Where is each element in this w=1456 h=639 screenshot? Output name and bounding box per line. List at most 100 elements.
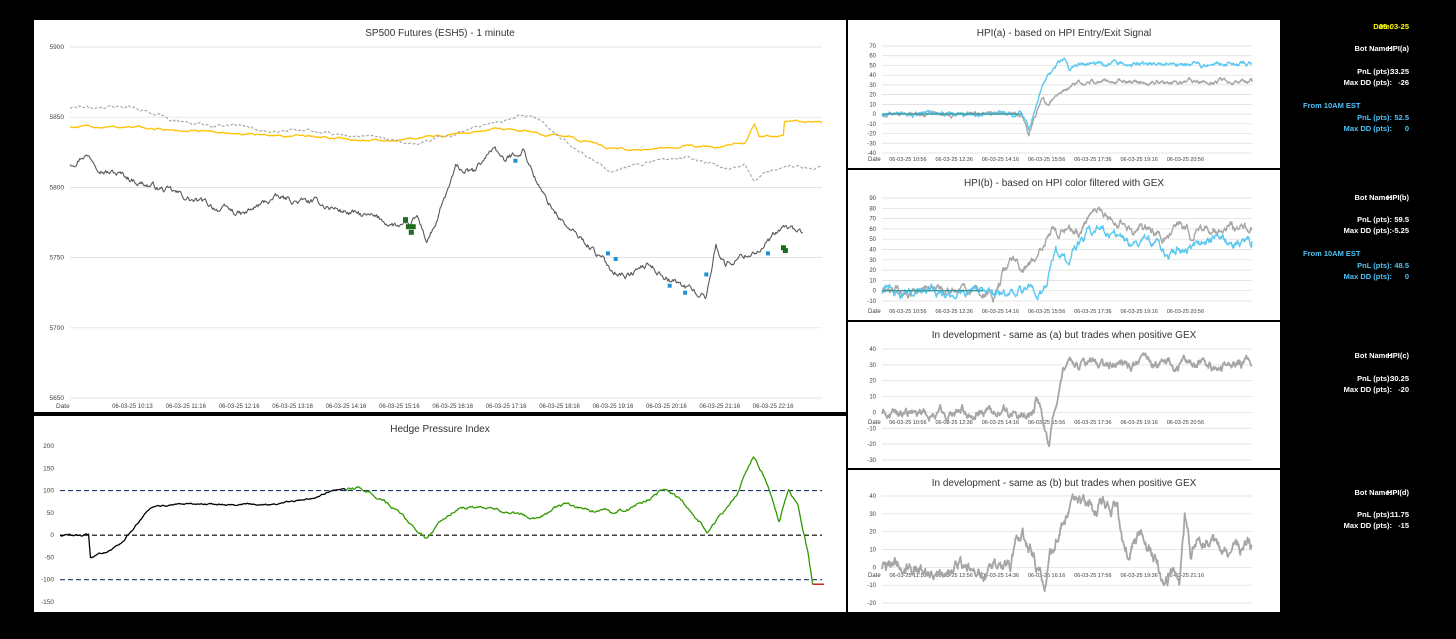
x-tick-label: 06-03-25 14:16	[326, 404, 367, 410]
pnl-b-label: PnL (pts):	[1357, 215, 1392, 224]
x-tick-label: 06-03-25 17:16	[486, 404, 527, 410]
hpi-chart-panel: Hedge Pressure Index -150 -100 -50 0 50 100 15…	[34, 416, 846, 612]
dd-d-value: -15	[1398, 521, 1409, 530]
x-tick-label: 06-03-25 17:36	[1074, 157, 1111, 163]
hpi-d-chart: -20 -10 0 10 20 30 40 Date 06-03-25 11:16 06-03-2…	[867, 493, 1253, 607]
trade-marker-blue	[704, 272, 709, 277]
y-tick-label: -10	[867, 122, 876, 128]
series-line-grey_line	[881, 76, 1253, 137]
x-tick-label: 06-03-25 10:56	[889, 157, 926, 163]
y-tick-label: 30	[869, 83, 876, 89]
y-tick-label: 20	[869, 379, 876, 385]
x-tick-label: 06-03-25 22:16	[753, 404, 794, 410]
from-b-label: From 10AM EST	[1303, 249, 1361, 258]
x-tick-label: 06-03-25 19:16	[1120, 157, 1157, 163]
y-tick-label: 0	[873, 112, 877, 118]
x-tick-label: 06-03-25 19:16	[593, 404, 634, 410]
hpi-a-title: HPI(a) - based on HPI Entry/Exit Signal	[976, 28, 1152, 39]
y-tick-label: 5750	[50, 255, 65, 262]
x-tick-label: 06-03-25 19:16	[1120, 309, 1157, 315]
x-tick-label: 06-03-25 14:36	[982, 573, 1019, 579]
x-tick-label: 06-03-25 11:16	[889, 573, 926, 579]
trade-marker-green	[780, 245, 786, 251]
x-tick-label: 06-03-25 15:16	[379, 404, 420, 410]
date-value: 06-03-25	[1378, 22, 1409, 31]
trade-marker-blue	[513, 158, 518, 163]
y-tick-label: -30	[867, 141, 876, 147]
x-tick-label: 06-03-25 15:56	[1028, 309, 1065, 315]
hpi-b-title: HPI(b) - based on HPI color filtered wit…	[963, 178, 1165, 189]
trade-marker-blue	[613, 257, 618, 262]
x-tick-label: 06-03-25 19:16	[1120, 420, 1157, 426]
bot-d-name: HPI(d)	[1386, 488, 1409, 497]
series-line-grey_line	[881, 352, 1253, 448]
y-tick-label: -10	[867, 426, 876, 432]
y-tick-label: 20	[869, 530, 876, 536]
sp500-chart-title: SP500 Futures (ESH5) - 1 minute	[365, 28, 515, 39]
x-tick-label: 06-03-25 14:16	[982, 309, 1019, 315]
y-tick-label: 5850	[50, 114, 65, 121]
y-tick-label: 20	[869, 93, 876, 99]
pnl-c-value: 30.25	[1390, 374, 1409, 383]
y-tick-label: 40	[869, 494, 876, 500]
sp500-chart: 5650 5700 5750 5800 5850 5900 Date 06-03-25 10:…	[50, 44, 823, 410]
y-tick-label: 10	[869, 102, 876, 108]
pnl-c-label: PnL (pts):	[1357, 374, 1392, 383]
x-tick-label: 06-03-25 17:36	[1074, 420, 1111, 426]
x-axis-label: Date	[868, 309, 881, 315]
x-tick-label: 06-03-25 16:16	[432, 404, 473, 410]
from-pnl-b-value: 48.5	[1394, 261, 1409, 270]
x-tick-label: 06-03-25 17:56	[1074, 573, 1111, 579]
bot-d-label: Bot Name:	[1354, 488, 1392, 497]
hpi-d-panel: In development - same as (b) but trades …	[848, 470, 1280, 612]
from-dd-b-label: Max DD (pts):	[1343, 272, 1392, 281]
y-tick-label: 90	[869, 196, 876, 202]
y-tick-label: -20	[867, 442, 876, 448]
from-pnl-b-label: PnL (pts):	[1357, 261, 1392, 270]
x-tick-label: 06-03-25 12:36	[935, 420, 972, 426]
y-tick-label: 10	[869, 278, 876, 284]
hpi-b-chart: -10 0 10 20 30 40 50 60 70 80 90 Date 06-03-25 10:56…	[867, 196, 1253, 315]
y-tick-label: 0	[873, 289, 877, 295]
y-tick-label: -10	[867, 299, 876, 305]
from-a-label: From 10AM EST	[1303, 101, 1361, 110]
y-tick-label: 5700	[50, 325, 65, 332]
y-tick-label: 70	[869, 44, 876, 50]
hpi-d-title: In development - same as (b) but trades …	[931, 478, 1197, 489]
from-dd-b-value: 0	[1404, 272, 1409, 281]
pnl-a-value: 33.25	[1390, 67, 1409, 76]
from-pnl-a-label: PnL (pts):	[1357, 113, 1392, 122]
x-axis-label: Date	[56, 403, 70, 410]
series-line-cyan_line	[881, 57, 1253, 131]
x-tick-label: 06-03-25 20:16	[646, 404, 687, 410]
y-tick-label: 200	[43, 443, 54, 450]
x-axis-label: Date	[868, 573, 881, 579]
pnl-d-value: 11.75	[1390, 510, 1409, 519]
hpi-b-panel: HPI(b) - based on HPI color filtered wit…	[848, 170, 1280, 320]
y-tick-label: 150	[43, 465, 54, 472]
y-tick-label: 100	[43, 488, 54, 495]
bot-c-label: Bot Name:	[1354, 351, 1392, 360]
x-tick-label: 06-03-25 21:16	[1167, 573, 1204, 579]
y-tick-label: -50	[45, 554, 55, 561]
trade-marker-blue	[766, 251, 771, 256]
trade-marker-green	[408, 229, 414, 235]
trade-marker-green	[405, 224, 411, 230]
y-tick-label: 60	[869, 54, 876, 60]
y-tick-label: 40	[869, 248, 876, 254]
hpi-chart-title: Hedge Pressure Index	[390, 424, 490, 435]
y-tick-label: -20	[867, 132, 876, 138]
pnl-d-label: PnL (pts):	[1357, 510, 1392, 519]
y-tick-label: -40	[867, 151, 876, 157]
bot-b-label: Bot Name:	[1354, 193, 1392, 202]
x-tick-label: 06-03-25 20:56	[1167, 420, 1204, 426]
from-pnl-a-value: 52.5	[1394, 113, 1409, 122]
x-tick-label: 06-03-25 11:16	[166, 404, 207, 410]
bot-a-label: Bot Name:	[1354, 44, 1392, 53]
y-tick-label: -150	[41, 599, 54, 606]
y-tick-label: -100	[41, 577, 54, 584]
series-line-hpi_black	[59, 487, 347, 559]
y-tick-label: 60	[869, 227, 876, 233]
hpi-c-title: In development - same as (a) but trades …	[931, 330, 1197, 341]
pnl-b-value: 59.5	[1394, 215, 1409, 224]
